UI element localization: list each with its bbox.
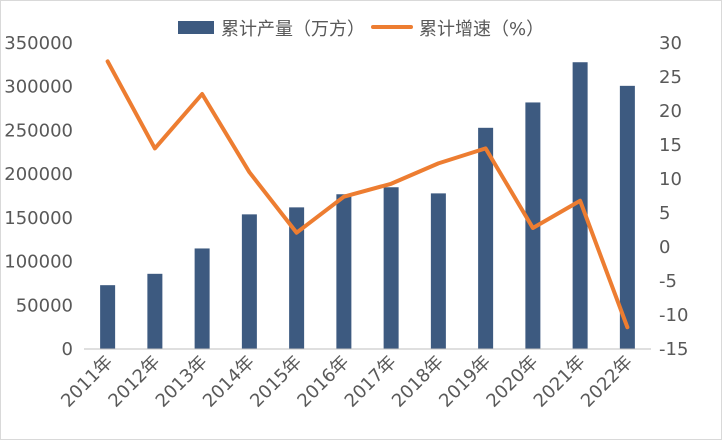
- y-right-tick-label: 20: [659, 101, 682, 122]
- growth-point-2017年: [390, 183, 392, 185]
- y-right-tick-label: 5: [659, 203, 670, 224]
- y-right-tick-label: -10: [659, 305, 688, 326]
- x-tick-label: 2012年: [104, 352, 164, 412]
- bar-2013年: [194, 248, 210, 349]
- x-tick-label: 2017年: [341, 352, 401, 412]
- growth-point-2018年: [437, 162, 439, 164]
- growth-point-2020年: [532, 227, 534, 229]
- x-tick-label: 2015年: [246, 352, 306, 412]
- y-left-tick-label: 50000: [16, 295, 73, 316]
- legend-line-label: 累计增速（%）: [419, 19, 544, 40]
- growth-line: [105, 59, 630, 330]
- x-tick-label: 2019年: [435, 352, 495, 412]
- growth-point-2013年: [201, 93, 203, 95]
- y-left-tick-label: 0: [62, 339, 73, 360]
- bar-2015年: [289, 207, 305, 349]
- y-left-tick-label: 350000: [4, 33, 73, 54]
- growth-point-2012年: [154, 147, 156, 149]
- y-right-tick-label: 30: [659, 33, 682, 54]
- legend-bar-swatch: [178, 21, 214, 34]
- y-right-tick-label: 25: [659, 67, 682, 88]
- bar-2012年: [147, 273, 163, 349]
- x-tick-label: 2022年: [577, 352, 637, 412]
- bar-2014年: [241, 214, 257, 349]
- bar-2022年: [619, 85, 635, 349]
- growth-point-2021年: [579, 200, 581, 202]
- x-tick-label: 2021年: [530, 352, 590, 412]
- growth-point-2019年: [485, 147, 487, 149]
- bar-2018年: [430, 193, 446, 349]
- y-left-tick-label: 200000: [4, 164, 73, 185]
- y-right-tick-label: 10: [659, 169, 682, 190]
- x-tick-label: 2011年: [57, 352, 117, 412]
- y-left-tick-label: 100000: [4, 252, 73, 273]
- x-tick-label: 2016年: [293, 352, 353, 412]
- bar-2019年: [478, 127, 494, 349]
- growth-point-2016年: [343, 196, 345, 198]
- bar-2017年: [383, 187, 399, 349]
- y-right-tick-label: -5: [659, 271, 677, 292]
- x-tick-label: 2014年: [199, 352, 259, 412]
- x-tick-label: 2018年: [388, 352, 448, 412]
- growth-point-2022年: [626, 326, 628, 328]
- x-tick-label: 2013年: [152, 352, 212, 412]
- legend-bar-label: 累计产量（万方）: [221, 19, 365, 40]
- growth-point-2014年: [248, 171, 250, 173]
- y-right-tick-label: -15: [659, 339, 688, 360]
- y-right-tick-label: 15: [659, 135, 682, 156]
- x-tick-label: 2020年: [482, 352, 542, 412]
- y-right-tick-label: 0: [659, 237, 670, 258]
- growth-point-2015年: [296, 232, 298, 234]
- y-left-tick-label: 300000: [4, 77, 73, 98]
- bar-2011年: [100, 285, 116, 349]
- bar-2016年: [336, 194, 352, 349]
- y-left-tick-label: 150000: [4, 208, 73, 229]
- y-left-tick-label: 250000: [4, 120, 73, 141]
- growth-point-2011年: [107, 60, 109, 62]
